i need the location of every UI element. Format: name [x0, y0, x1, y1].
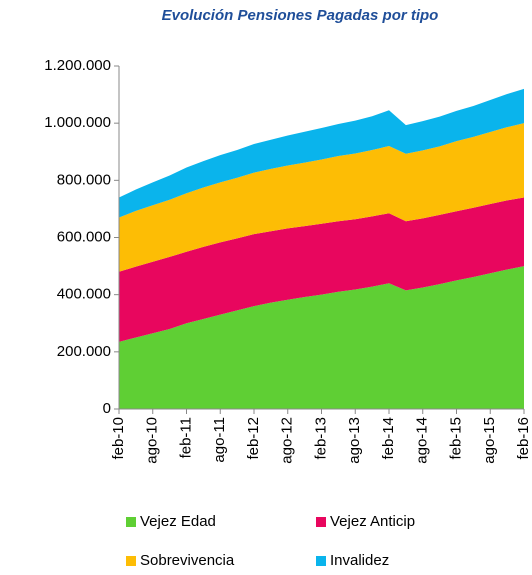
legend-label: Vejez Edad — [140, 513, 216, 530]
x-tick-label: ago-11 — [211, 417, 228, 463]
x-tick-label: feb-15 — [447, 417, 464, 460]
x-tick-label: ago-10 — [144, 417, 161, 464]
legend-label: Invalidez — [330, 552, 389, 569]
legend-swatch — [126, 556, 136, 566]
x-tick-label: feb-13 — [312, 417, 329, 460]
y-tick-label: 600.000 — [57, 228, 111, 245]
x-tick-label: feb-16 — [515, 417, 532, 460]
x-tick-label: feb-10 — [110, 417, 127, 460]
legend-label: Sobrevivencia — [140, 552, 235, 569]
x-tick-label: ago-13 — [346, 417, 363, 464]
y-tick-label: 400.000 — [57, 286, 111, 303]
area — [119, 266, 524, 409]
x-tick-label: feb-12 — [245, 417, 262, 460]
y-tick-label: 800.000 — [57, 171, 111, 188]
x-tick-label: ago-12 — [279, 417, 296, 464]
legend-label: Vejez Anticip — [330, 513, 415, 530]
legend-swatch — [316, 556, 326, 566]
x-tick-label: ago-14 — [414, 417, 431, 464]
y-tick-label: 0 — [103, 400, 111, 417]
x-tick-label: feb-11 — [177, 417, 194, 458]
y-tick-label: 200.000 — [57, 343, 111, 360]
y-tick-label: 1.200.000 — [44, 57, 111, 74]
area — [119, 123, 524, 272]
x-tick-label: ago-15 — [481, 417, 498, 464]
chart-title: Evolución Pensiones Pagadas por tipo — [162, 7, 439, 24]
legend-swatch — [126, 517, 136, 527]
area — [119, 88, 524, 218]
legend-swatch — [316, 517, 326, 527]
x-tick-label: feb-14 — [380, 417, 397, 460]
area — [119, 197, 524, 342]
y-tick-label: 1.000.000 — [44, 114, 111, 131]
